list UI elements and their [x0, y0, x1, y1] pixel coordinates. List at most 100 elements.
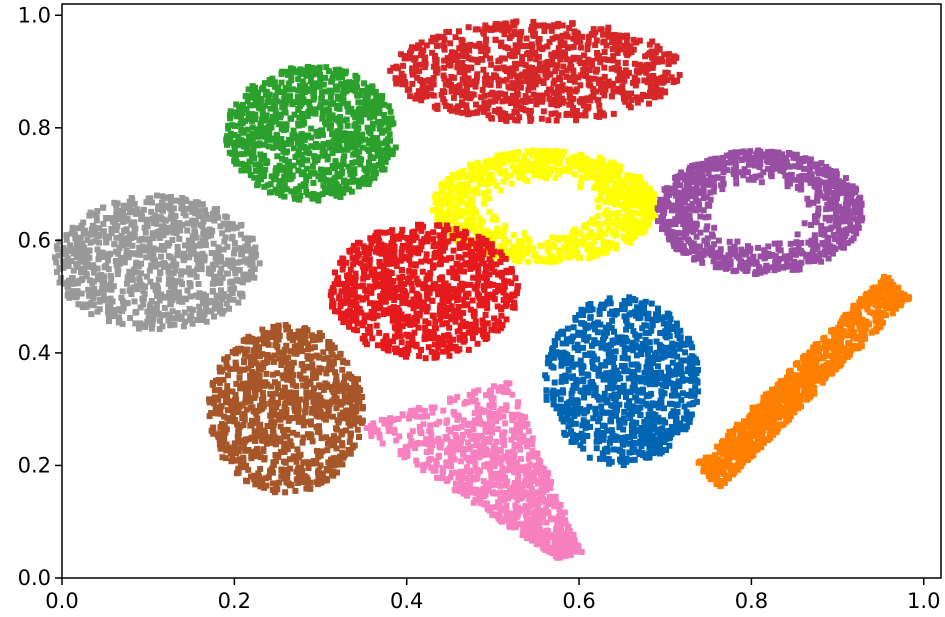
- data-point: [624, 207, 631, 214]
- data-point: [603, 207, 610, 214]
- data-point: [689, 167, 696, 174]
- data-point: [502, 255, 509, 262]
- data-point: [550, 98, 557, 105]
- data-point: [243, 167, 250, 174]
- data-point: [495, 58, 502, 65]
- data-point: [528, 26, 535, 33]
- data-point: [186, 305, 193, 312]
- data-point: [345, 108, 352, 115]
- data-point: [434, 208, 441, 215]
- data-point: [489, 216, 496, 223]
- data-point: [167, 227, 174, 234]
- data-point: [289, 99, 296, 106]
- data-point: [131, 200, 138, 207]
- data-point: [265, 131, 272, 138]
- data-point: [459, 37, 466, 44]
- data-point: [720, 163, 727, 170]
- data-point: [413, 341, 420, 348]
- data-point: [192, 204, 199, 211]
- data-point: [239, 101, 246, 108]
- data-point: [428, 38, 435, 45]
- data-point: [88, 299, 95, 306]
- data-point: [143, 199, 150, 206]
- data-point: [454, 108, 461, 115]
- data-point: [542, 149, 549, 156]
- data-point: [113, 234, 120, 241]
- data-point: [397, 293, 404, 300]
- data-point: [244, 276, 251, 283]
- data-point: [672, 182, 679, 189]
- data-point: [645, 190, 652, 197]
- data-point: [552, 174, 559, 181]
- data-point: [517, 84, 524, 91]
- data-point: [56, 279, 63, 286]
- data-point: [446, 269, 453, 276]
- data-point: [256, 161, 263, 168]
- data-point: [464, 93, 471, 100]
- data-point: [542, 152, 549, 159]
- data-point: [213, 205, 220, 212]
- data-point: [358, 99, 365, 106]
- data-point: [144, 223, 151, 230]
- data-point: [574, 238, 581, 245]
- data-point: [115, 314, 122, 321]
- data-point: [598, 26, 605, 33]
- data-point: [481, 190, 488, 197]
- data-point: [249, 264, 256, 271]
- data-point: [531, 172, 538, 179]
- data-point: [578, 152, 585, 159]
- data-point: [555, 171, 562, 178]
- data-point: [80, 257, 87, 264]
- data-point: [351, 136, 358, 143]
- data-point: [532, 69, 539, 76]
- data-point: [689, 176, 696, 183]
- data-point: [77, 258, 84, 265]
- data-point: [189, 306, 196, 313]
- data-point: [497, 187, 504, 194]
- data-point: [503, 267, 510, 274]
- data-point: [233, 101, 240, 108]
- data-point: [189, 237, 196, 244]
- data-point: [340, 155, 347, 162]
- data-point: [830, 196, 837, 203]
- data-point: [798, 156, 805, 163]
- data-point: [178, 268, 185, 275]
- data-point: [832, 246, 839, 253]
- data-point: [124, 273, 131, 280]
- data-point: [105, 312, 112, 319]
- data-point: [689, 227, 696, 234]
- data-point: [465, 54, 472, 61]
- data-point: [590, 91, 597, 98]
- data-point: [612, 230, 619, 237]
- data-point: [631, 184, 638, 191]
- data-point: [147, 278, 154, 285]
- data-point: [467, 81, 474, 88]
- data-point: [357, 260, 364, 267]
- data-point: [471, 237, 478, 244]
- data-point: [527, 107, 534, 114]
- data-point: [139, 213, 146, 220]
- data-point: [626, 197, 633, 204]
- data-point: [585, 33, 592, 40]
- data-point: [417, 76, 424, 83]
- data-point: [232, 140, 239, 147]
- data-point: [636, 95, 643, 102]
- data-point: [534, 74, 541, 81]
- data-point: [226, 305, 233, 312]
- data-point: [363, 294, 370, 301]
- data-point: [521, 155, 528, 162]
- data-point: [332, 158, 339, 165]
- data-point: [141, 224, 148, 231]
- data-point: [684, 195, 691, 202]
- data-point: [308, 125, 315, 132]
- data-point: [756, 164, 763, 171]
- data-point: [176, 235, 183, 242]
- data-point: [436, 232, 443, 239]
- data-point: [387, 119, 394, 126]
- data-point: [408, 47, 415, 54]
- data-point: [474, 159, 481, 166]
- data-point: [350, 111, 357, 118]
- data-point: [457, 181, 464, 188]
- data-point: [376, 125, 383, 132]
- data-point: [351, 317, 358, 324]
